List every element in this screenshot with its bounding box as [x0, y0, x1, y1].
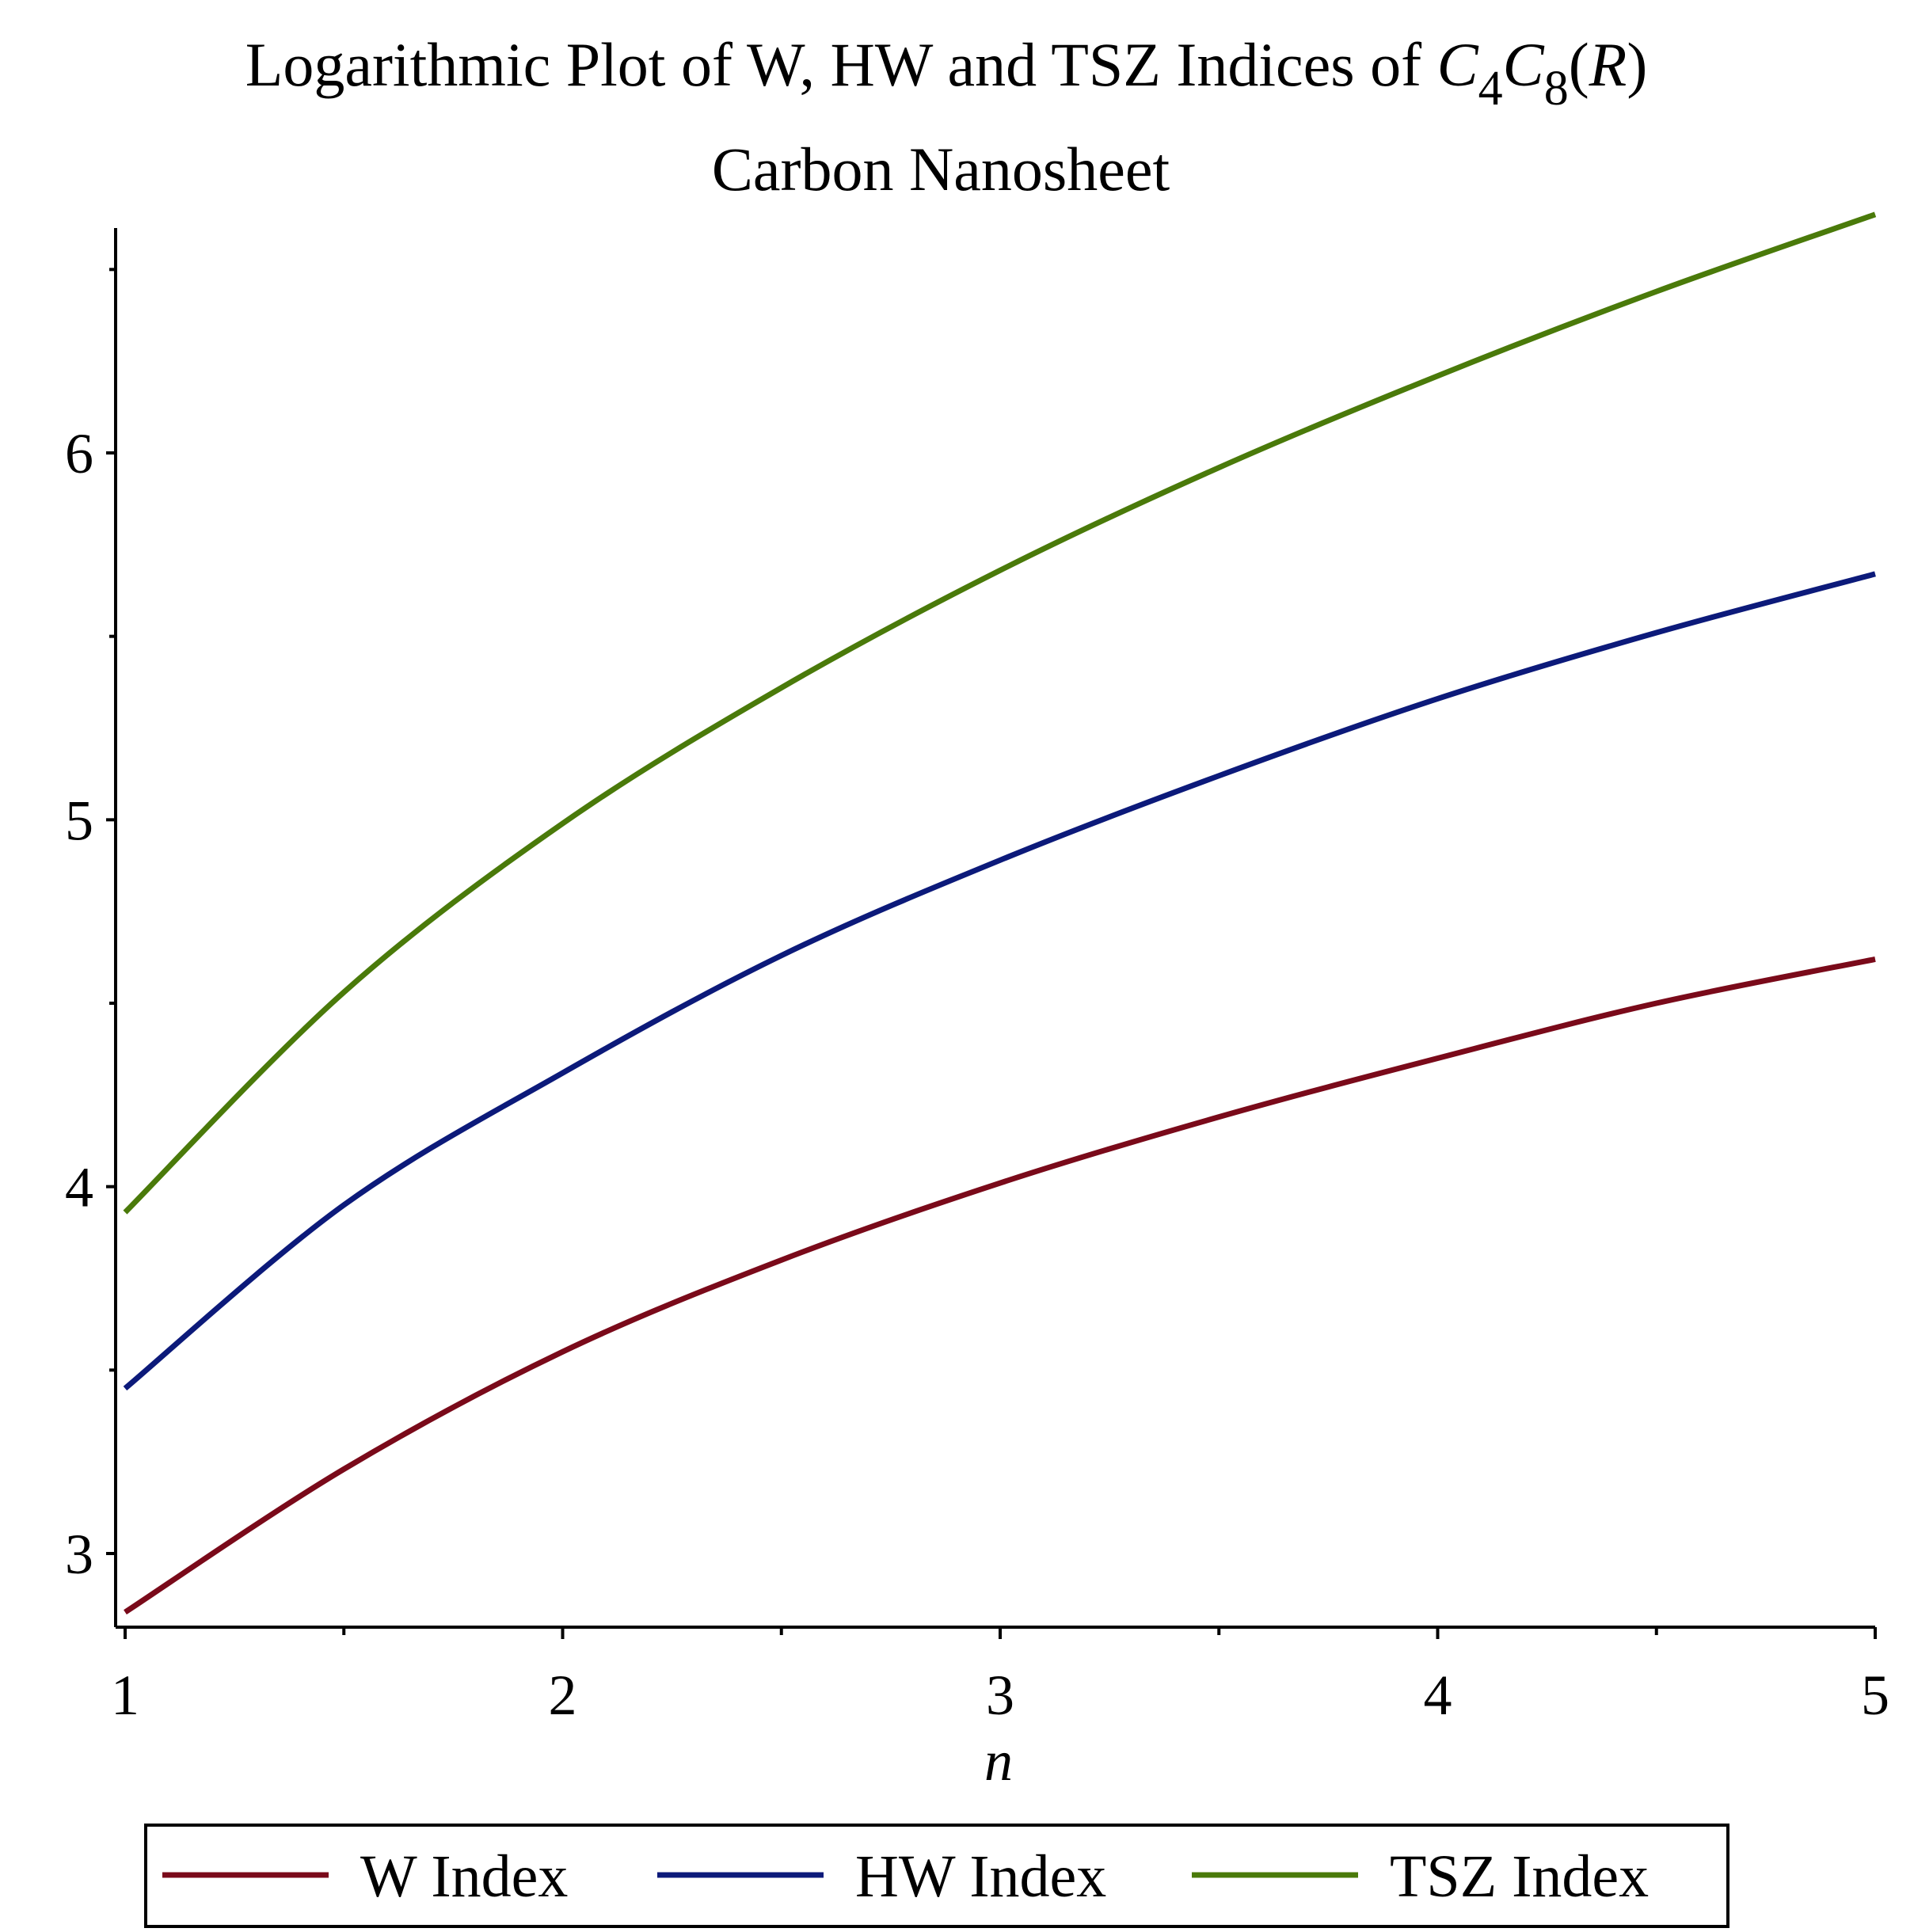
- legend-label-hw-index: HW Index: [855, 1843, 1106, 1910]
- series-line-hw-index: [123, 571, 1876, 1391]
- legend: W Index HW Index TSZ Index: [144, 1824, 1729, 1928]
- x-tick-label: 4: [1424, 1664, 1452, 1727]
- y-tick-label: 6: [65, 422, 93, 485]
- y-axis-ticks: 3 4 5 6: [65, 268, 116, 1586]
- legend-items: W Index HW Index TSZ Index: [162, 1843, 1649, 1910]
- chart-title-paren-open: (: [1569, 30, 1589, 99]
- y-tick-label: 3: [65, 1523, 93, 1586]
- chart-title-paren-close: ): [1627, 30, 1647, 99]
- chart-title-line1: Logarithmic Plot of W, HW and TSZ Indice…: [245, 30, 1648, 116]
- chart-title-prefix: Logarithmic Plot of W, HW and TSZ Indice…: [245, 30, 1437, 99]
- chart-title-math-c2: C: [1503, 30, 1545, 99]
- chart-title-math-sub2: 8: [1544, 62, 1569, 116]
- legend-box: [144, 1824, 1729, 1928]
- legend-label-tsz-index: TSZ Index: [1390, 1843, 1649, 1910]
- x-tick-label: 2: [549, 1664, 577, 1727]
- x-tick-label: 1: [111, 1664, 139, 1727]
- x-tick-label: 3: [986, 1664, 1014, 1727]
- y-tick-label: 4: [65, 1156, 93, 1219]
- series-group: [123, 211, 1877, 1615]
- chart-title-math-r: R: [1589, 30, 1627, 99]
- x-axis-label: n: [984, 1729, 1013, 1793]
- chart-title-math-c1: C: [1437, 30, 1479, 99]
- y-tick-label: 5: [65, 789, 93, 852]
- legend-label-w-index: W Index: [360, 1843, 568, 1910]
- chart-title-line2: Carbon Nanosheet: [712, 135, 1170, 203]
- chart-title: Logarithmic Plot of W, HW and TSZ Indice…: [245, 30, 1648, 203]
- series-line-tsz-index: [123, 211, 1877, 1215]
- x-axis-ticks: 1 2 3 4 5: [111, 1627, 1889, 1727]
- chart-title-math-sub1: 4: [1478, 62, 1503, 116]
- series-line-w-index: [124, 956, 1876, 1615]
- x-tick-label: 5: [1861, 1664, 1889, 1727]
